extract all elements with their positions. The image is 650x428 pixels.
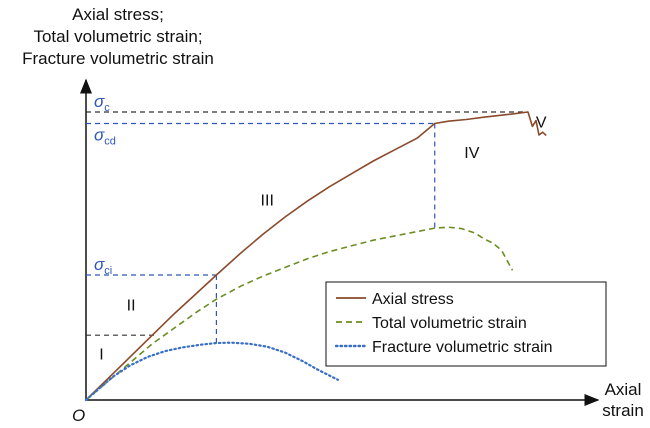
y-axis-title-line-3: Fracture volumetric strain [22, 49, 214, 68]
y-axis-title-line-1: Axial stress; [72, 5, 164, 24]
x-axis-title-line-1: Axial [605, 380, 642, 399]
series-axial-stress-line [85, 111, 547, 401]
x-axis-title-line-2: strain [602, 401, 644, 420]
threshold-guides [86, 111, 528, 343]
origin-label: O [72, 406, 85, 425]
y-axis-title-line-2: Total volumetric strain; [33, 27, 202, 46]
threshold-labels: σc σcd σci [94, 92, 116, 277]
legend-label-total-volumetric-strain: Total volumetric strain [372, 315, 527, 332]
sigma-ci-label: σci [94, 255, 112, 277]
stage-label-III: III [261, 193, 274, 210]
legend: Axial stress Total volumetric strain Fract… [325, 281, 607, 367]
legend-label-fracture-volumetric-strain: Fracture volumetric strain [372, 339, 553, 356]
legend-box [325, 281, 607, 367]
series-fracture-volumetric-strain-line [84, 341, 339, 402]
legend-label-axial-stress: Axial stress [372, 291, 454, 308]
series-group [84, 111, 547, 402]
stage-label-II: II [127, 298, 136, 315]
stage-label-V: V [536, 114, 547, 131]
stage-label-I: I [99, 347, 103, 364]
sigma-cd-label: σcd [94, 126, 116, 148]
sigma-c-label: σc [94, 92, 110, 114]
stage-label-IV: IV [464, 145, 479, 162]
